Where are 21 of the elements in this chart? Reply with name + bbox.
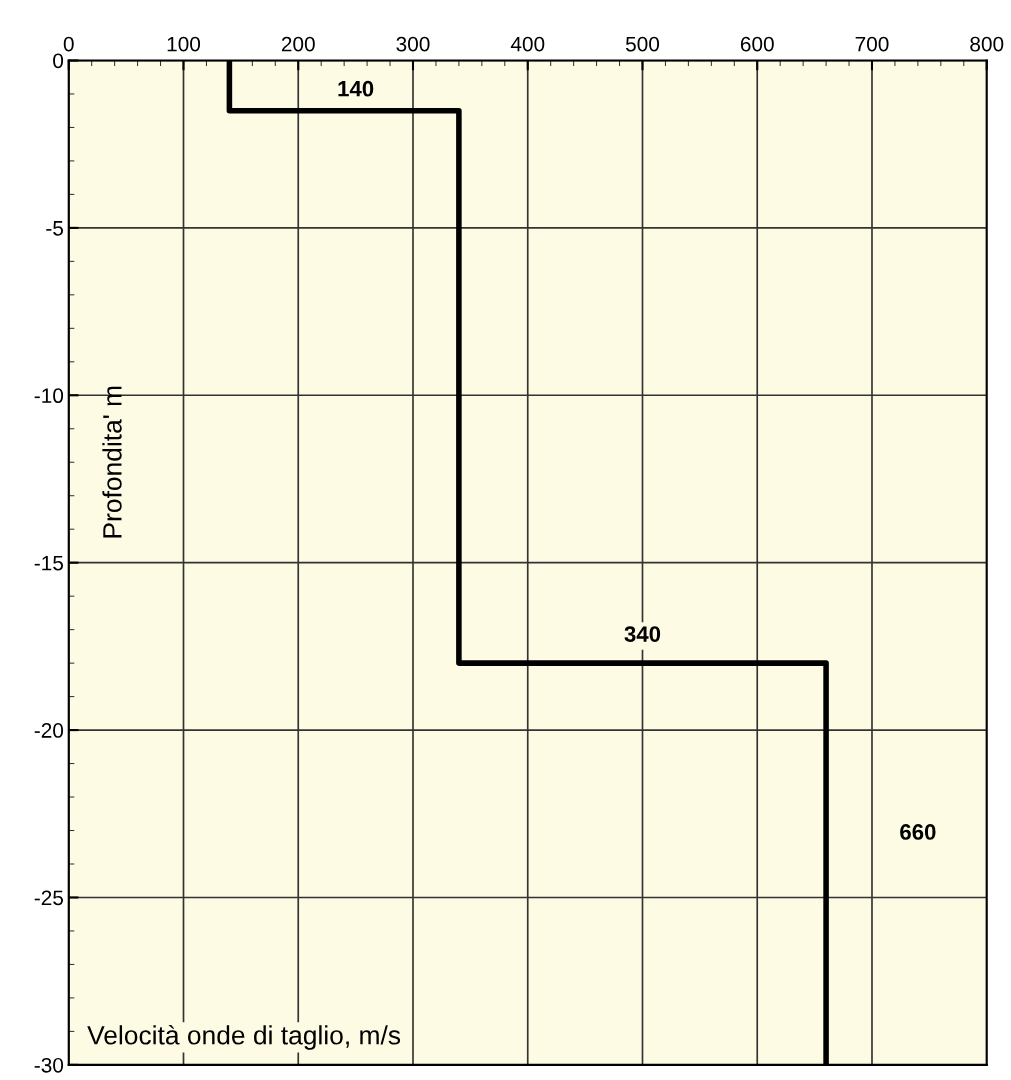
annotation: 340: [624, 626, 661, 642]
annotation: 140: [338, 80, 374, 97]
y-tick-label: -5: [46, 221, 64, 236]
x-tick-label: 800: [970, 36, 1004, 52]
y-tick-label: -15: [34, 555, 64, 571]
x-tick-label: 100: [167, 36, 201, 52]
x-axis-title: Velocità onde di taglio, m/s: [87, 1024, 401, 1050]
y-tick-label: -10: [34, 388, 64, 404]
x-tick-label: 200: [281, 36, 315, 52]
x-tick-label: 700: [855, 36, 889, 52]
x-tick-label: 500: [625, 36, 660, 52]
x-tick-label: 400: [510, 36, 545, 52]
y-axis-title: Profondita' m: [102, 386, 122, 538]
y-tick-label: -20: [34, 723, 64, 738]
x-tick-label: 600: [740, 36, 774, 52]
x-tick-label: 300: [396, 36, 430, 52]
y-tick-label: 0: [53, 53, 64, 69]
y-tick-label: -25: [34, 890, 64, 906]
annotation: 660: [900, 824, 936, 840]
y-tick-label: -30: [34, 1057, 64, 1073]
x-tick-label: 0: [63, 36, 74, 52]
